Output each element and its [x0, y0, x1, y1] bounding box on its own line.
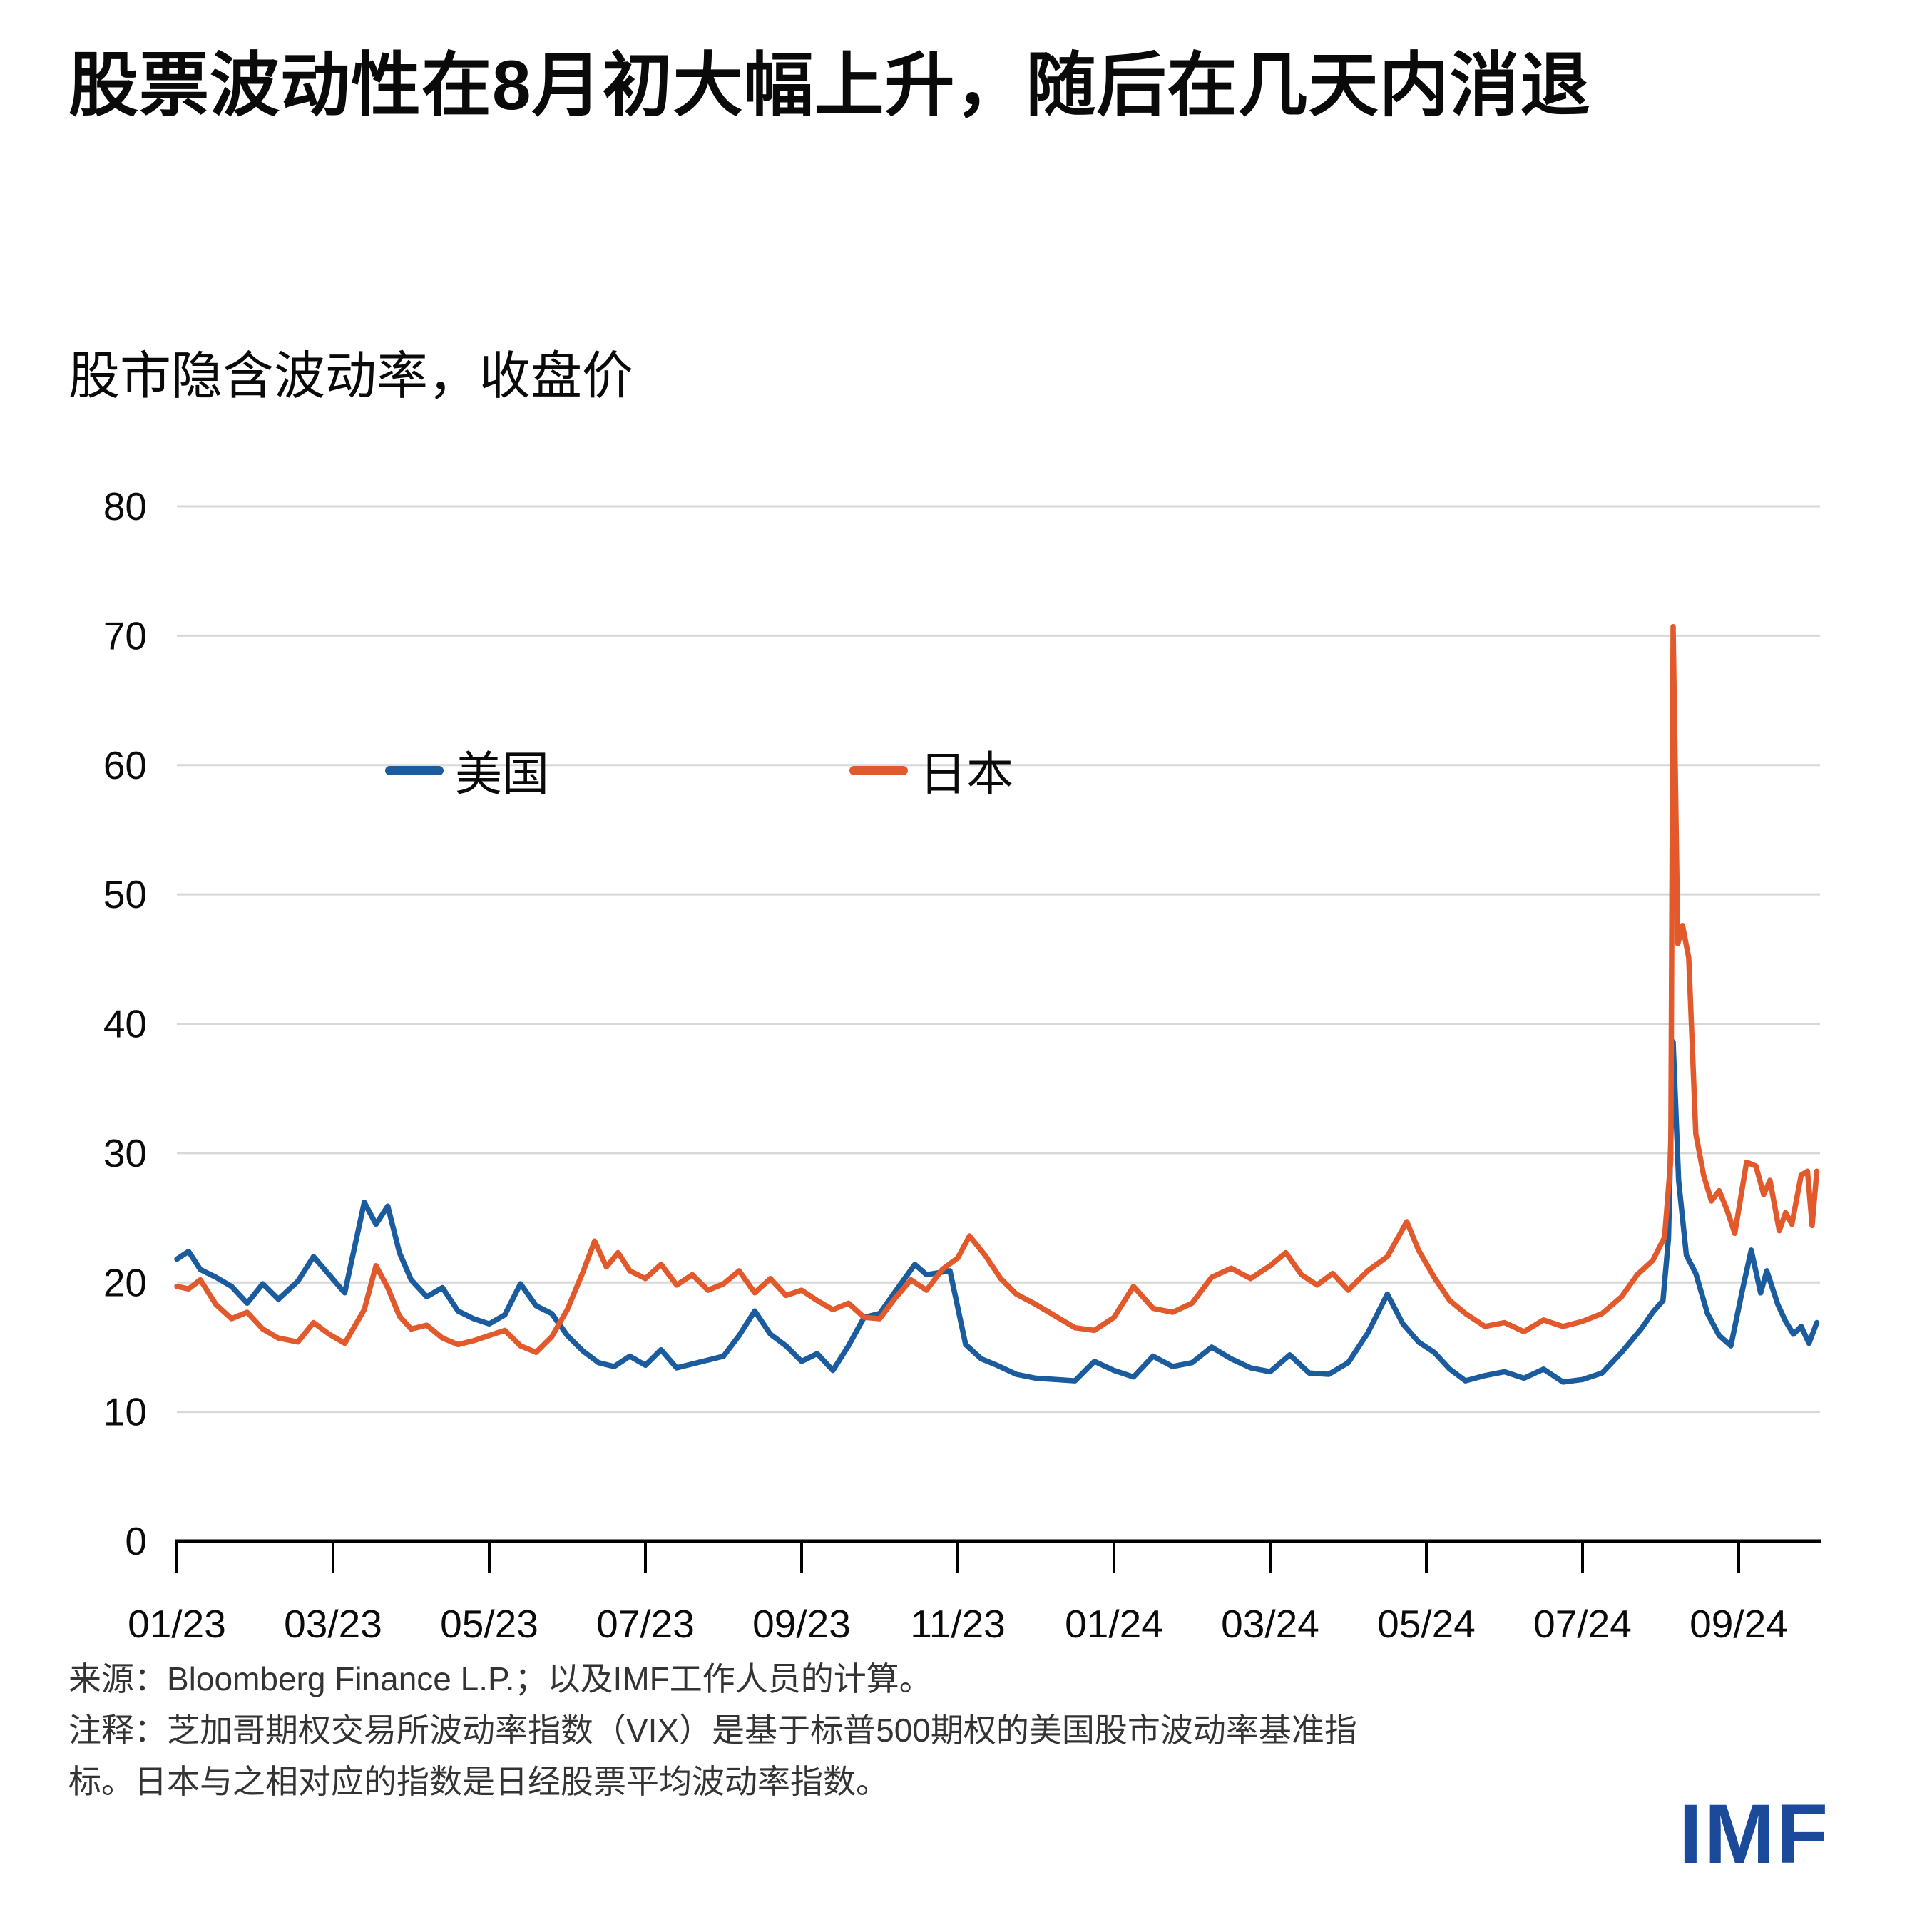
- x-tick-label: 09/24: [1690, 1602, 1788, 1646]
- x-tick-label: 05/23: [440, 1602, 538, 1646]
- source-line: 来源：Bloomberg Finance L.P.；以及IMF工作人员的计算。: [68, 1660, 932, 1697]
- y-tick-label: 20: [103, 1260, 147, 1304]
- legend-item-us: 美国: [385, 740, 549, 800]
- x-tick-label: 05/24: [1377, 1602, 1476, 1646]
- y-tick-label: 30: [103, 1131, 147, 1175]
- legend-label-us: 美国: [455, 747, 549, 800]
- x-tick-label: 03/24: [1221, 1602, 1319, 1646]
- y-tick-label: 0: [125, 1519, 147, 1563]
- x-tick-label: 01/23: [128, 1602, 226, 1646]
- japan-volatility-line: [174, 623, 1820, 1355]
- us-volatility-line: [174, 1039, 1820, 1385]
- y-tick-label: 10: [103, 1390, 147, 1434]
- imf-logo: IMF: [1679, 1787, 1831, 1881]
- x-tick-label: 09/23: [752, 1602, 851, 1646]
- x-tick-label: 03/23: [284, 1602, 382, 1646]
- x-tick-label: 07/24: [1533, 1602, 1632, 1646]
- x-tick-label: 07/23: [596, 1602, 695, 1646]
- y-tick-label: 60: [103, 743, 147, 787]
- japan-line-swatch: [849, 765, 908, 775]
- legend-label-japan: 日本: [919, 747, 1013, 800]
- y-tick-label: 70: [103, 613, 147, 658]
- y-tick-label: 50: [103, 872, 147, 916]
- footer-notes: 来源：Bloomberg Finance L.P.；以及IMF工作人员的计算。 …: [68, 1653, 1424, 1807]
- x-tick-label: 01/24: [1065, 1602, 1163, 1646]
- note-line-1: 注释：芝加哥期权交易所波动率指数（VIX）是基于标普500期权的美国股市波动率基…: [68, 1712, 1357, 1749]
- y-tick-label: 40: [103, 1002, 147, 1046]
- us-line-swatch: [385, 765, 444, 775]
- y-tick-label: 80: [103, 484, 147, 528]
- chart-title: 股票波动性在8月初大幅上升，随后在几天内消退: [68, 46, 1591, 124]
- note-line-2: 标。日本与之相对应的指数是日经股票平均波动率指数。: [68, 1763, 889, 1800]
- legend-item-japan: 日本: [849, 740, 1013, 800]
- x-tick-label: 11/23: [910, 1602, 1006, 1646]
- chart-subtitle: 股市隐含波动率，收盘价: [68, 348, 634, 405]
